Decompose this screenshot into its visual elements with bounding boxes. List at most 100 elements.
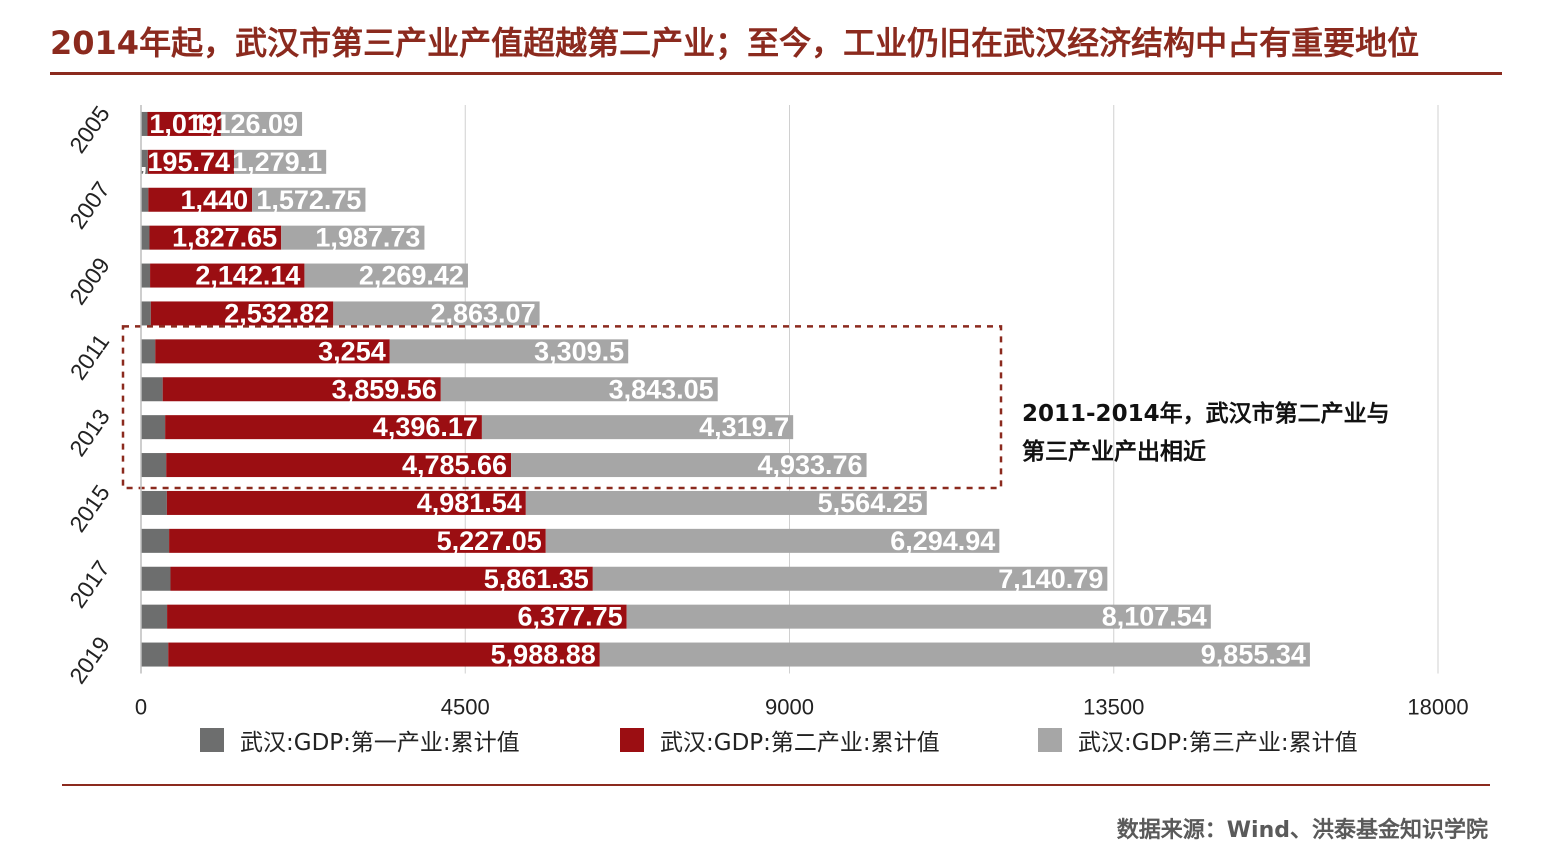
bar-tertiary-2007: [252, 187, 366, 212]
annotation-line-1: 2011-2014年，武汉市第二产业与: [1022, 401, 1390, 427]
y-tick-label: 2013: [64, 404, 115, 461]
bar-primary-2008: [141, 225, 150, 250]
bar-secondary-2011: [155, 339, 390, 364]
bar-tertiary-2019: [599, 642, 1310, 667]
legend-label-tertiary: 武汉:GDP:第三产业:累计值: [1078, 730, 1358, 756]
data-label-tertiary-2012: 3,843.05: [609, 374, 714, 404]
bar-secondary-2012: [162, 377, 441, 402]
legend-item-tertiary: 武汉:GDP:第三产业:累计值: [1038, 725, 1358, 756]
bar-primary-2014: [141, 453, 167, 478]
bar-tertiary-2011: [389, 339, 629, 364]
data-label-tertiary-2013: 4,319.7: [699, 412, 789, 442]
data-label-tertiary-2005: 1,126.09: [193, 109, 298, 139]
x-tick-label: 4500: [441, 695, 490, 720]
x-tick-label: 13500: [1083, 695, 1144, 720]
x-tick-label: 9000: [765, 695, 814, 720]
data-label-tertiary-2006: 1,279.1: [232, 147, 322, 177]
bar-primary-2007: [141, 187, 149, 212]
data-label-secondary-2011: 3,254: [318, 336, 386, 366]
legend-swatch-primary: [200, 728, 224, 752]
data-label-tertiary-2011: 3,309.5: [534, 336, 624, 366]
data-label-secondary-2013: 4,396.17: [373, 412, 478, 442]
bar-primary-2013: [141, 415, 166, 440]
legend-label-secondary: 武汉:GDP:第二产业:累计值: [660, 730, 940, 756]
data-label-secondary-2014: 4,785.66: [402, 450, 507, 480]
bar-tertiary-2017: [592, 566, 1108, 591]
bar-primary-2005: [141, 111, 148, 136]
bar-secondary-2006: [147, 149, 235, 174]
data-label-secondary-2008: 1,827.65: [172, 223, 277, 253]
y-tick-label: 2005: [64, 101, 115, 158]
bar-secondary-2019: [168, 642, 600, 667]
bar-secondary-2014: [166, 453, 512, 478]
data-source: 数据来源：Wind、洪泰基金知识学院: [1116, 818, 1488, 843]
y-tick-label: 2015: [64, 480, 115, 537]
x-tick-label: 18000: [1407, 695, 1468, 720]
bar-series: [141, 111, 1310, 667]
bar-primary-2012: [141, 377, 163, 402]
bar-secondary-2005: [147, 111, 221, 136]
annotation-line-2: 第三产业产出相近: [1022, 439, 1206, 465]
title-underline: [50, 72, 1502, 75]
data-label-tertiary-2015: 5,564.25: [818, 488, 923, 518]
bar-tertiary-2006: [234, 149, 327, 174]
data-label-tertiary-2014: 4,933.76: [757, 450, 862, 480]
bar-primary-2011: [141, 339, 156, 364]
bar-primary-2015: [141, 490, 167, 515]
bar-tertiary-2013: [481, 415, 794, 440]
bar-secondary-2008: [149, 225, 282, 250]
data-label-secondary-2015: 4,981.54: [417, 488, 522, 518]
y-tick-label: 2011: [65, 329, 115, 384]
bar-secondary-2015: [166, 490, 526, 515]
data-label-secondary-2017: 5,861.35: [484, 564, 589, 594]
bar-primary-2010: [141, 301, 151, 326]
legend-item-secondary: 武汉:GDP:第二产业:累计值: [620, 725, 940, 756]
bar-primary-2009: [141, 263, 151, 288]
bar-tertiary-2014: [511, 453, 867, 478]
data-label-secondary-2016: 5,227.05: [437, 526, 542, 556]
bar-secondary-2017: [170, 566, 593, 591]
highlight-box: [121, 325, 1003, 490]
data-label-tertiary-2017: 7,140.79: [998, 564, 1103, 594]
y-tick-label: 2009: [64, 253, 115, 310]
bar-tertiary-2012: [440, 377, 718, 402]
footer-rule: [62, 784, 1490, 786]
bar-secondary-2018: [167, 604, 627, 629]
bar-tertiary-2005: [220, 111, 303, 136]
legend-swatch-secondary: [620, 728, 644, 752]
y-tick-label: 2007: [64, 177, 115, 234]
data-label-secondary-2010: 2,532.82: [224, 298, 329, 328]
data-label-secondary-2005: 1,019: [149, 109, 217, 139]
y-tick-label: 2017: [64, 556, 115, 613]
legend-item-primary: 武汉:GDP:第一产业:累计值: [200, 725, 520, 756]
bar-secondary-2016: [169, 528, 546, 553]
data-label-tertiary-2008: 1,987.73: [315, 223, 420, 253]
data-label-secondary-2018: 6,377.75: [518, 602, 623, 632]
data-label-tertiary-2016: 6,294.94: [890, 526, 995, 556]
bar-primary-2019: [141, 642, 169, 667]
bar-secondary-2010: [150, 301, 334, 326]
bar-tertiary-2010: [333, 301, 540, 326]
bar-primary-2006: [141, 149, 148, 174]
bar-tertiary-2015: [525, 490, 927, 515]
data-label-secondary-2009: 2,142.14: [195, 261, 300, 291]
bar-tertiary-2008: [281, 225, 425, 250]
x-tick-label: 0: [135, 695, 147, 720]
bar-tertiary-2016: [545, 528, 1000, 553]
data-label-secondary-2019: 5,988.88: [491, 640, 596, 670]
legend-label-primary: 武汉:GDP:第一产业:累计值: [240, 730, 520, 756]
bar-secondary-2009: [150, 263, 305, 288]
data-label-tertiary-2009: 2,269.42: [359, 261, 464, 291]
data-label-tertiary-2019: 9,855.34: [1201, 640, 1306, 670]
bar-tertiary-2009: [304, 263, 468, 288]
chart-title: 2014年起，武汉市第三产业产值超越第二产业；至今，工业仍旧在武汉经济结构中占有…: [50, 24, 1420, 62]
bar-primary-2017: [141, 566, 171, 591]
legend-swatch-tertiary: [1038, 728, 1062, 752]
data-label-tertiary-2018: 8,107.54: [1102, 602, 1207, 632]
data-label-secondary-2007: 1,440: [181, 185, 249, 215]
data-label-tertiary-2007: 1,572.75: [256, 185, 361, 215]
bar-primary-2018: [141, 604, 168, 629]
data-label-secondary-2012: 3,859.56: [332, 374, 437, 404]
